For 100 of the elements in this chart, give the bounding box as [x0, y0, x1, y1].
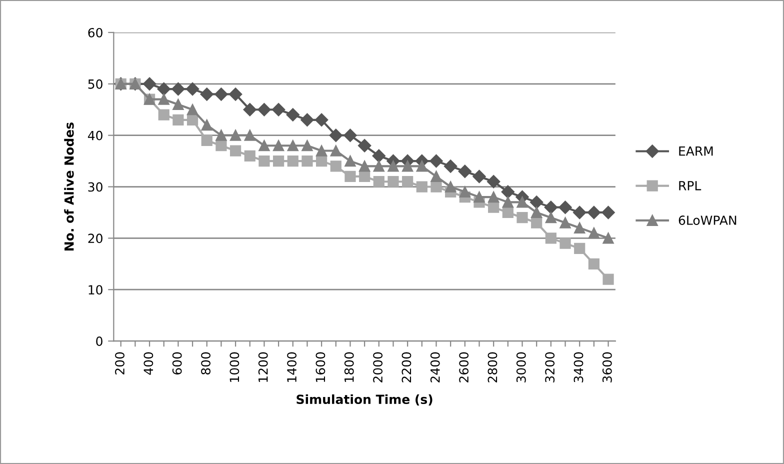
- point: [302, 140, 313, 152]
- point: [200, 88, 214, 101]
- point: [445, 181, 456, 192]
- point: [316, 145, 328, 156]
- y-tick-label: 50: [88, 79, 102, 89]
- point: [560, 217, 571, 228]
- point: [531, 217, 542, 228]
- point: [373, 160, 384, 172]
- point: [272, 140, 284, 152]
- point: [388, 176, 399, 188]
- point: [602, 232, 614, 244]
- point: [201, 119, 212, 131]
- x-tick-label: 400: [144, 352, 154, 375]
- y-tick-label: 60: [88, 28, 102, 38]
- point: [186, 104, 198, 116]
- x-tick-label: 1000: [230, 352, 240, 382]
- legend-label: EARM: [679, 146, 713, 156]
- x-tick-label: 2400: [430, 352, 440, 382]
- point: [359, 160, 370, 172]
- legend-label: RPL: [679, 181, 702, 190]
- point: [573, 206, 586, 220]
- x-tick-label: 2800: [488, 352, 498, 382]
- point: [186, 114, 198, 126]
- point: [344, 155, 356, 167]
- point: [588, 227, 600, 239]
- y-tick-label: 10: [88, 285, 102, 295]
- point: [243, 103, 256, 116]
- point: [142, 77, 156, 90]
- point: [574, 222, 586, 234]
- point: [516, 196, 528, 208]
- point: [472, 170, 486, 184]
- point: [172, 98, 184, 110]
- point: [459, 186, 470, 198]
- point: [488, 191, 500, 203]
- x-tick-label: 1400: [287, 352, 297, 382]
- point: [458, 164, 472, 178]
- x-axis-title: Simulation Time (s): [296, 394, 432, 406]
- point: [558, 200, 572, 214]
- x-tick-label: 800: [201, 352, 210, 374]
- point: [244, 130, 256, 141]
- point: [244, 150, 256, 162]
- point: [416, 160, 428, 172]
- point: [258, 103, 271, 116]
- point: [560, 238, 571, 249]
- point: [388, 160, 399, 172]
- point: [588, 258, 600, 270]
- point: [258, 140, 270, 152]
- y-tick-label: 40: [88, 130, 102, 140]
- point: [344, 170, 356, 182]
- x-tick-label: 3200: [545, 352, 555, 382]
- point: [158, 109, 170, 120]
- point: [430, 181, 442, 192]
- x-tick-label: 3600: [602, 352, 612, 382]
- point: [430, 154, 443, 168]
- point: [286, 108, 300, 122]
- point: [316, 155, 328, 167]
- point: [314, 113, 328, 126]
- point: [258, 155, 270, 167]
- point: [272, 103, 286, 116]
- point: [272, 155, 284, 167]
- point: [602, 206, 615, 220]
- point: [587, 206, 601, 220]
- y-tick-label: 20: [88, 234, 102, 244]
- point: [186, 82, 200, 96]
- x-tick-label: 2600: [459, 352, 469, 382]
- legend-label: 6LoWPAN: [678, 216, 736, 225]
- point: [158, 94, 170, 105]
- point: [330, 160, 342, 172]
- point: [228, 88, 242, 101]
- y-tick-label: 30: [88, 182, 102, 192]
- point: [302, 155, 313, 167]
- point: [545, 232, 556, 244]
- point: [488, 202, 500, 213]
- point: [502, 196, 514, 208]
- point: [359, 170, 370, 182]
- point: [544, 200, 558, 214]
- point: [531, 206, 542, 218]
- point: [287, 140, 298, 152]
- point: [230, 130, 242, 141]
- point: [402, 176, 414, 188]
- point: [344, 128, 357, 142]
- point: [502, 206, 514, 218]
- point: [358, 139, 372, 152]
- point: [329, 128, 342, 142]
- x-tick-label: 1200: [258, 352, 268, 382]
- point: [574, 242, 586, 254]
- point: [602, 274, 614, 285]
- x-tick-label: 600: [172, 352, 182, 374]
- point: [545, 212, 556, 224]
- point: [430, 170, 442, 182]
- x-tick-label: 3000: [516, 352, 526, 382]
- point: [300, 113, 314, 126]
- y-tick-label: 0: [96, 336, 102, 346]
- point: [501, 185, 515, 198]
- point: [201, 134, 212, 146]
- point: [402, 160, 414, 172]
- point: [373, 176, 384, 188]
- point: [416, 181, 428, 192]
- point: [287, 155, 298, 167]
- point: [172, 114, 184, 126]
